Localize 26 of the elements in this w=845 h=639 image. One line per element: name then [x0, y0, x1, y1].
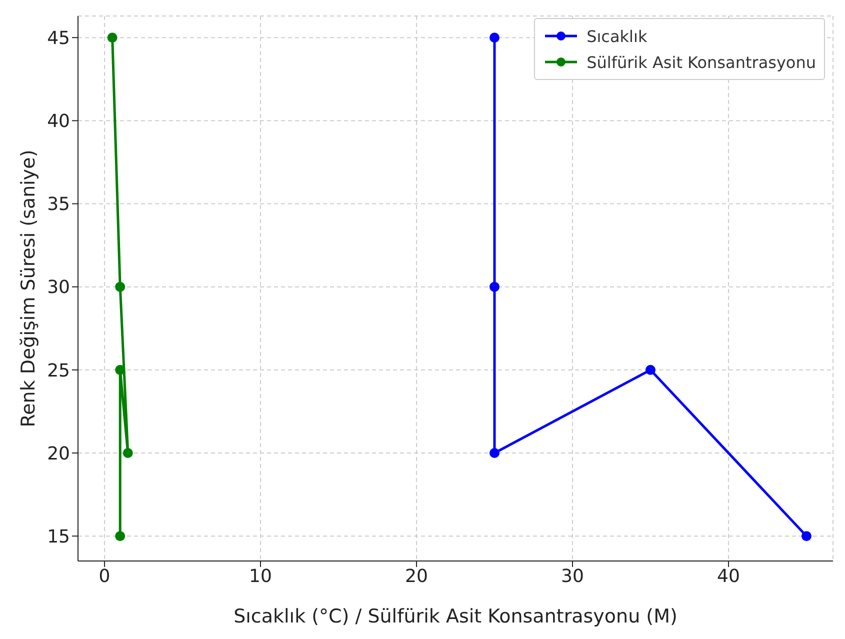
y-tick-label: 15 [47, 526, 70, 548]
y-tick-label: 20 [47, 443, 70, 464]
point [115, 364, 126, 375]
x-tick-label: 30 [561, 566, 584, 587]
point [122, 448, 133, 458]
y-tick-label: 35 [47, 194, 70, 216]
x-tick-label: 0 [98, 566, 110, 587]
point [801, 531, 812, 542]
point [115, 282, 126, 292]
x-tick-label: 40 [717, 566, 740, 587]
point [107, 32, 118, 43]
legend-label: Sıcaklık [586, 26, 648, 46]
x-axis-title: Sıcaklık (°C) / Sülfürik Asit Konsantrasyonu (M) [234, 605, 678, 628]
point [490, 32, 500, 43]
y-axis-title: Renk Değişim Süresi (saniye) [18, 150, 40, 428]
y-tick-label: 45 [47, 28, 70, 49]
x-tick-label: 20 [405, 566, 428, 587]
point [115, 531, 126, 542]
point [490, 282, 500, 292]
x-tick-label: 10 [249, 566, 272, 587]
y-tick-label: 40 [47, 111, 70, 132]
legend-label: Sülfürik Asit Konsantrasyonu [586, 52, 816, 72]
y-tick-label: 30 [47, 277, 70, 298]
y-tick-label: 25 [47, 360, 70, 382]
point [490, 448, 500, 458]
point [645, 364, 656, 375]
